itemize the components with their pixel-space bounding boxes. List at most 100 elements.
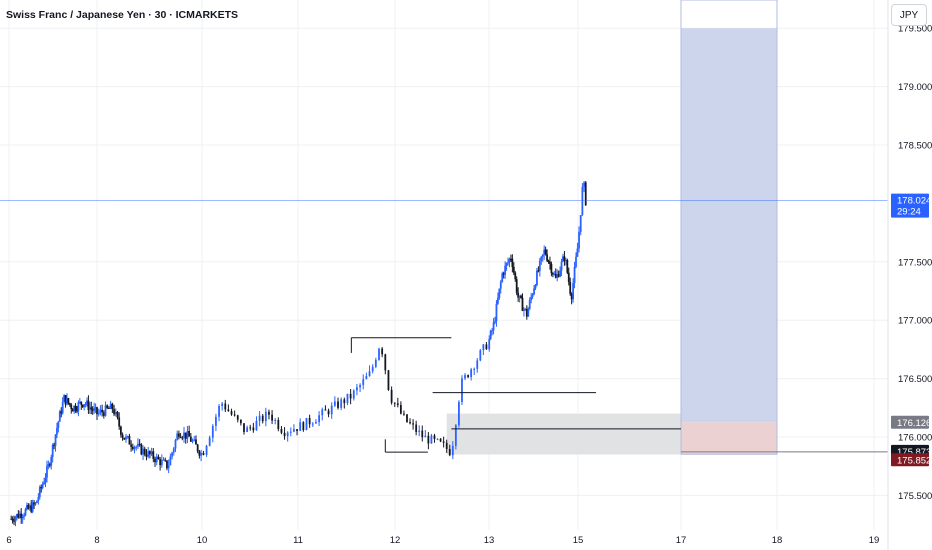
candle-body xyxy=(44,477,47,483)
candle-body xyxy=(454,425,457,446)
candle-body xyxy=(489,330,492,340)
x-tick-label: 8 xyxy=(94,535,99,546)
candle-body xyxy=(46,466,48,478)
candle-body xyxy=(183,432,185,438)
candle-body xyxy=(137,443,139,447)
candle-body xyxy=(560,261,563,271)
candle-body xyxy=(384,354,387,371)
candle-body xyxy=(512,266,515,273)
candle-body xyxy=(252,427,255,431)
candle-body xyxy=(525,308,528,317)
candle-body xyxy=(189,436,192,442)
x-tick-label: 6 xyxy=(6,535,11,546)
candle-body xyxy=(566,260,569,273)
candle-body xyxy=(88,407,91,411)
candle-body xyxy=(562,256,564,262)
candle-body xyxy=(556,274,559,278)
x-tick-label: 12 xyxy=(390,535,401,546)
candle-body xyxy=(495,303,498,322)
candle-body xyxy=(200,452,202,456)
candle-body xyxy=(497,297,499,304)
candle-body xyxy=(67,398,70,404)
candle-body xyxy=(14,517,17,522)
x-tick-label: 18 xyxy=(772,535,783,546)
candle-body xyxy=(296,429,298,431)
price-badge-value: 175.873 xyxy=(897,447,931,458)
candle-body xyxy=(191,440,194,442)
candle-body xyxy=(102,412,105,416)
candle-body xyxy=(359,384,361,388)
candle-body xyxy=(97,412,100,415)
candle-body xyxy=(515,279,518,293)
candle-body xyxy=(131,446,134,450)
y-axis: 179.500 179.000 178.500 177.500 177.000 176.5… xyxy=(898,24,932,502)
candle-body xyxy=(491,330,494,332)
price-badge xyxy=(891,453,929,467)
candle-body xyxy=(58,411,61,422)
candle-body xyxy=(442,441,445,443)
candle-body xyxy=(579,215,582,232)
candle-body xyxy=(498,288,501,298)
candle-body xyxy=(485,344,488,350)
candle-body xyxy=(557,274,560,277)
candle-body xyxy=(101,409,104,413)
candle-body xyxy=(218,406,220,417)
candle-body xyxy=(510,258,512,260)
candle-body xyxy=(564,260,567,262)
candle-body xyxy=(48,464,51,466)
price-badge-value: 178.024 xyxy=(897,196,931,207)
y-tick-label: 178.500 xyxy=(898,141,932,152)
candle-body xyxy=(96,407,98,415)
candle-body xyxy=(488,339,491,350)
candle-body xyxy=(540,256,543,261)
candle-body xyxy=(572,283,575,300)
candle-body xyxy=(356,387,358,391)
candle-body xyxy=(378,348,380,360)
chart-title: Swiss Franc / Japanese Yen · 30 · ICMARK… xyxy=(6,9,239,21)
candle-body xyxy=(28,505,31,509)
candle-body xyxy=(63,395,66,403)
candle-body xyxy=(365,376,368,380)
candle-body xyxy=(81,404,84,407)
candle-body xyxy=(390,389,393,403)
candle-body xyxy=(333,401,336,406)
candle-body xyxy=(583,182,585,187)
candle-body xyxy=(38,487,41,497)
y-tick-label: 177.500 xyxy=(898,257,932,268)
candle-body xyxy=(155,456,158,463)
candle-body xyxy=(436,438,439,440)
candle-body xyxy=(94,407,97,409)
candle-body xyxy=(467,375,469,378)
candle-body xyxy=(159,459,162,466)
candle-body xyxy=(10,518,13,520)
candle-body xyxy=(114,411,117,415)
candle-body xyxy=(494,321,496,323)
price-badge xyxy=(891,193,929,218)
candle-body xyxy=(70,404,73,409)
candle-body xyxy=(33,502,35,505)
candle-body xyxy=(415,424,418,432)
currency-button[interactable]: JPY xyxy=(891,4,927,26)
candle-body xyxy=(167,465,170,469)
y-tick-label: 179.500 xyxy=(898,24,932,35)
candle-body xyxy=(461,378,463,402)
candle-body xyxy=(302,422,305,431)
candle-body xyxy=(324,409,327,411)
candle-body xyxy=(531,294,534,297)
candle-body xyxy=(340,399,343,408)
candles xyxy=(10,180,587,527)
candle-body xyxy=(119,426,122,435)
candle-body xyxy=(93,408,96,411)
candle-body xyxy=(409,422,411,424)
price-badge xyxy=(891,415,929,429)
candle-body xyxy=(381,348,384,355)
candle-body xyxy=(570,293,573,300)
candle-body xyxy=(445,442,448,449)
candle-body xyxy=(533,288,535,295)
candle-body xyxy=(41,484,44,488)
candle-body xyxy=(224,403,227,410)
candle-body xyxy=(536,270,538,286)
candle-body xyxy=(211,425,214,438)
candle-body xyxy=(31,502,34,512)
